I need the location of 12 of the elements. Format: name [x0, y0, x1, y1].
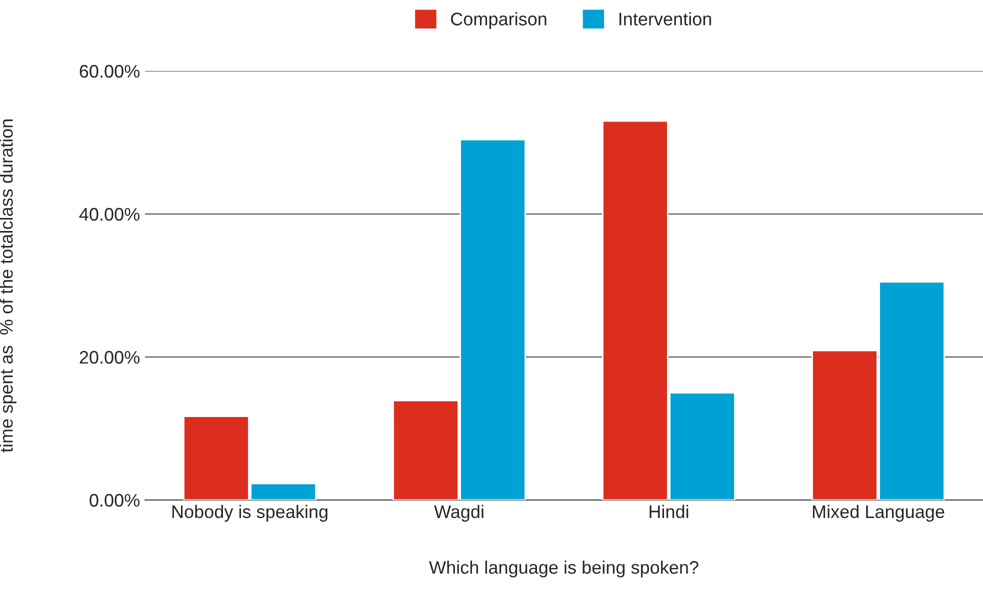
x-tick-label: Wagdi	[434, 504, 484, 522]
x-tick-label: Nobody is speaking	[172, 504, 328, 522]
legend-label: Intervention	[620, 12, 712, 26]
y-tick-label: 40.00%	[79, 208, 140, 221]
y-tick-label: 0.00%	[90, 494, 140, 507]
x-tick-label: Mixed Language	[812, 504, 944, 522]
y-tick-label: 20.00%	[80, 350, 140, 364]
x-tick-label: Hindi	[650, 504, 688, 518]
y-tick-label: 60.00%	[80, 64, 140, 78]
y-axis-title: time spent as % of the totalclass duration	[0, 120, 16, 452]
x-axis-title: Which language is being spoken?	[429, 560, 698, 578]
legend-label: Comparison	[451, 12, 546, 30]
